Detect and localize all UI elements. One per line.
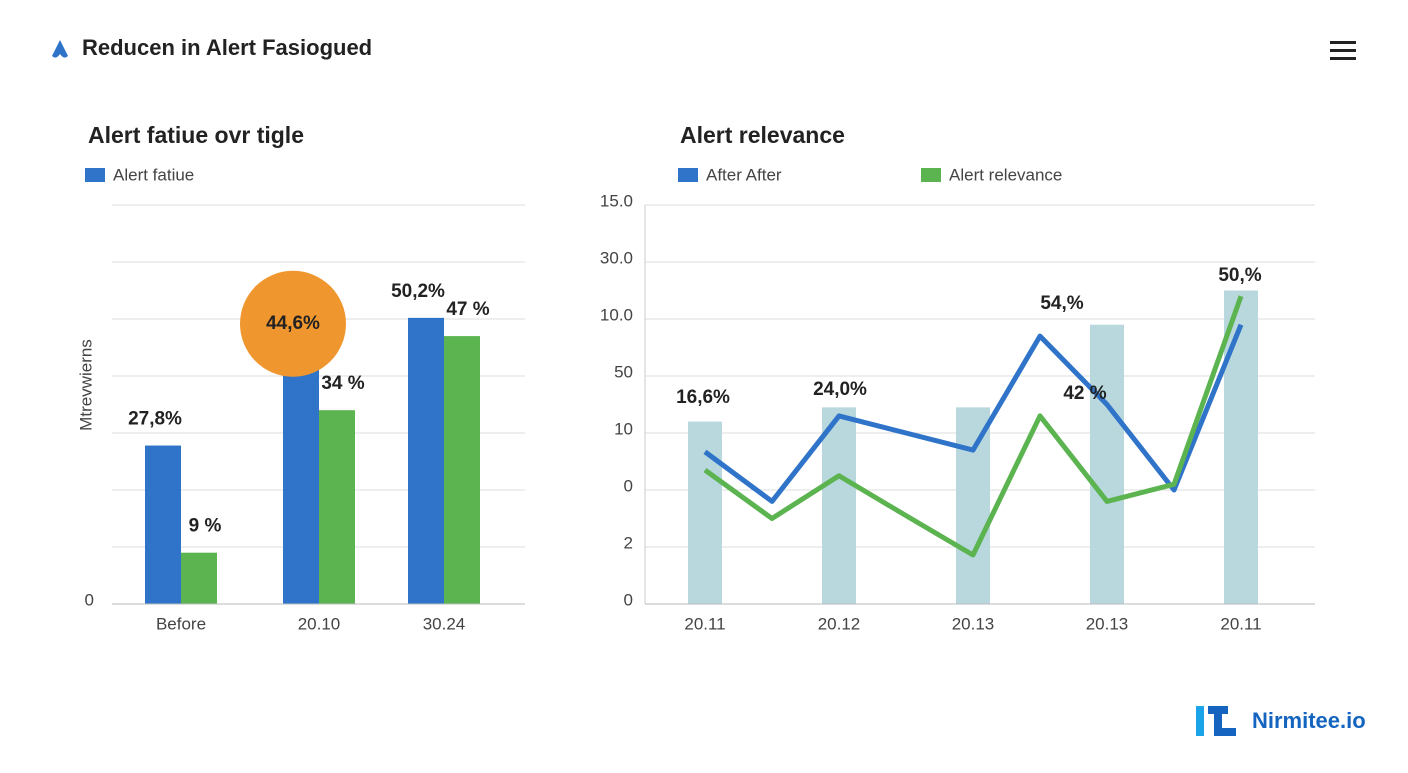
y-tick-label: 0 bbox=[624, 476, 633, 495]
x-tick-label: 20.13 bbox=[1086, 614, 1129, 633]
bar bbox=[408, 317, 444, 604]
legend-swatch bbox=[85, 168, 105, 182]
bar bbox=[1090, 324, 1124, 604]
x-tick-label: 20.11 bbox=[1220, 614, 1261, 633]
bar bbox=[956, 407, 990, 604]
y-tick-label: 10 bbox=[614, 419, 633, 438]
bar bbox=[145, 445, 181, 604]
annotation: 24,0% bbox=[813, 379, 867, 400]
logo-part bbox=[1214, 728, 1236, 736]
value-label: 34 % bbox=[321, 373, 364, 394]
x-tick-label: Before bbox=[156, 614, 206, 633]
value-label: 9 % bbox=[189, 516, 222, 537]
legend-label: After After bbox=[706, 165, 782, 184]
legend-label: Alert fatiue bbox=[113, 165, 194, 184]
annotation: 42 % bbox=[1063, 383, 1106, 404]
annotation: 16,6% bbox=[676, 387, 730, 408]
value-label: 47 % bbox=[446, 299, 489, 320]
brand-logo bbox=[1196, 706, 1236, 736]
page-title: Reducen in Alert Fasiogued bbox=[82, 35, 372, 60]
y-axis-label: Mtrevwierns bbox=[76, 339, 95, 431]
line-series bbox=[703, 295, 1244, 558]
logo-part bbox=[1196, 706, 1204, 736]
value-label: 44,6% bbox=[266, 313, 320, 334]
x-tick-label: 20.12 bbox=[818, 614, 861, 633]
y-tick-label: 30.0 bbox=[600, 248, 633, 267]
bar bbox=[688, 421, 722, 604]
legend-label: Alert relevance bbox=[949, 165, 1062, 184]
bar bbox=[319, 410, 355, 604]
bar bbox=[444, 336, 480, 604]
bar bbox=[822, 407, 856, 604]
x-tick-label: 20.11 bbox=[684, 614, 725, 633]
x-tick-label: 20.10 bbox=[298, 614, 341, 633]
y-tick-label: 0 bbox=[85, 590, 94, 609]
bar bbox=[1224, 290, 1258, 604]
logo-part bbox=[1214, 706, 1222, 736]
value-label: 50,2% bbox=[391, 281, 445, 302]
app-icon bbox=[52, 40, 68, 58]
menu-bar bbox=[1330, 49, 1356, 52]
brand-name: Nirmitee.io bbox=[1252, 708, 1366, 733]
bar bbox=[283, 349, 319, 604]
legend-swatch bbox=[921, 168, 941, 182]
x-tick-label: 20.13 bbox=[952, 614, 995, 633]
menu-button[interactable] bbox=[1330, 41, 1356, 60]
y-tick-label: 10.0 bbox=[600, 305, 633, 324]
menu-bar bbox=[1330, 57, 1356, 60]
value-label: 27,8% bbox=[128, 409, 182, 430]
bar bbox=[181, 552, 217, 604]
highlight-badge bbox=[240, 270, 346, 377]
line-series bbox=[703, 323, 1244, 504]
legend-swatch bbox=[678, 168, 698, 182]
y-tick-label: 50 bbox=[614, 362, 633, 381]
chart-title: Alert fatiue ovr tigle bbox=[88, 122, 304, 148]
y-tick-label: 2 bbox=[624, 533, 633, 552]
y-tick-label: 0 bbox=[624, 590, 633, 609]
y-tick-label: 15.0 bbox=[600, 191, 633, 210]
menu-bar bbox=[1330, 41, 1356, 44]
annotation: 54,% bbox=[1040, 293, 1083, 314]
chart-title: Alert relevance bbox=[680, 122, 845, 148]
annotation: 50,% bbox=[1218, 265, 1261, 286]
x-tick-label: 30.24 bbox=[423, 614, 466, 633]
